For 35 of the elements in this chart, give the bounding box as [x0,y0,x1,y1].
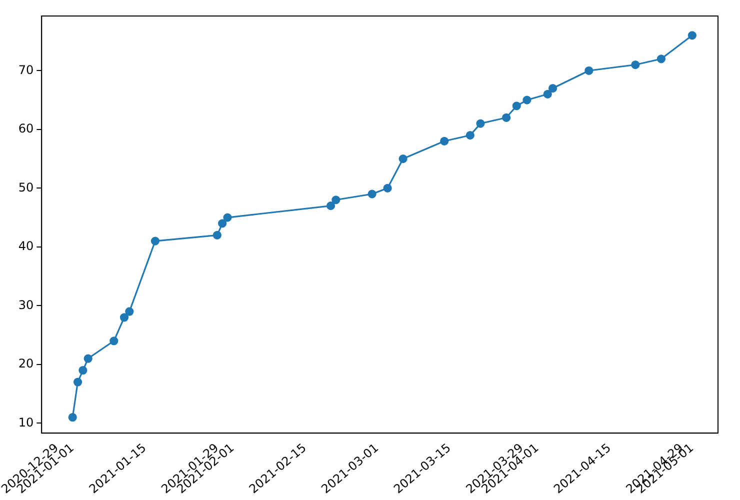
point [368,190,376,198]
point [466,130,474,140]
point [522,96,532,104]
point [383,184,392,192]
point [150,236,160,246]
point [548,84,558,93]
point [78,366,88,375]
point [212,230,222,240]
point [688,31,696,40]
point [398,154,408,164]
point [584,66,594,75]
point [68,412,77,422]
y-tick-label: 30 [18,298,34,312]
point [502,113,511,122]
point [631,60,640,70]
point [656,54,666,64]
point [125,307,134,316]
y-tick-label: 60 [18,122,34,136]
point [440,136,449,146]
y-tick-label: 50 [18,180,34,194]
y-tick-label: 40 [18,239,34,254]
point [110,336,118,346]
y-tick-label: 10 [18,415,34,430]
point [332,196,340,204]
point [73,378,82,386]
point [326,201,336,210]
point [218,219,227,228]
point [84,354,92,363]
point [512,102,521,110]
point [223,213,232,222]
point [476,119,485,128]
point [543,90,552,98]
point [120,313,129,322]
y-tick-label: 70 [18,62,34,77]
y-tick-label: 20 [18,356,34,371]
